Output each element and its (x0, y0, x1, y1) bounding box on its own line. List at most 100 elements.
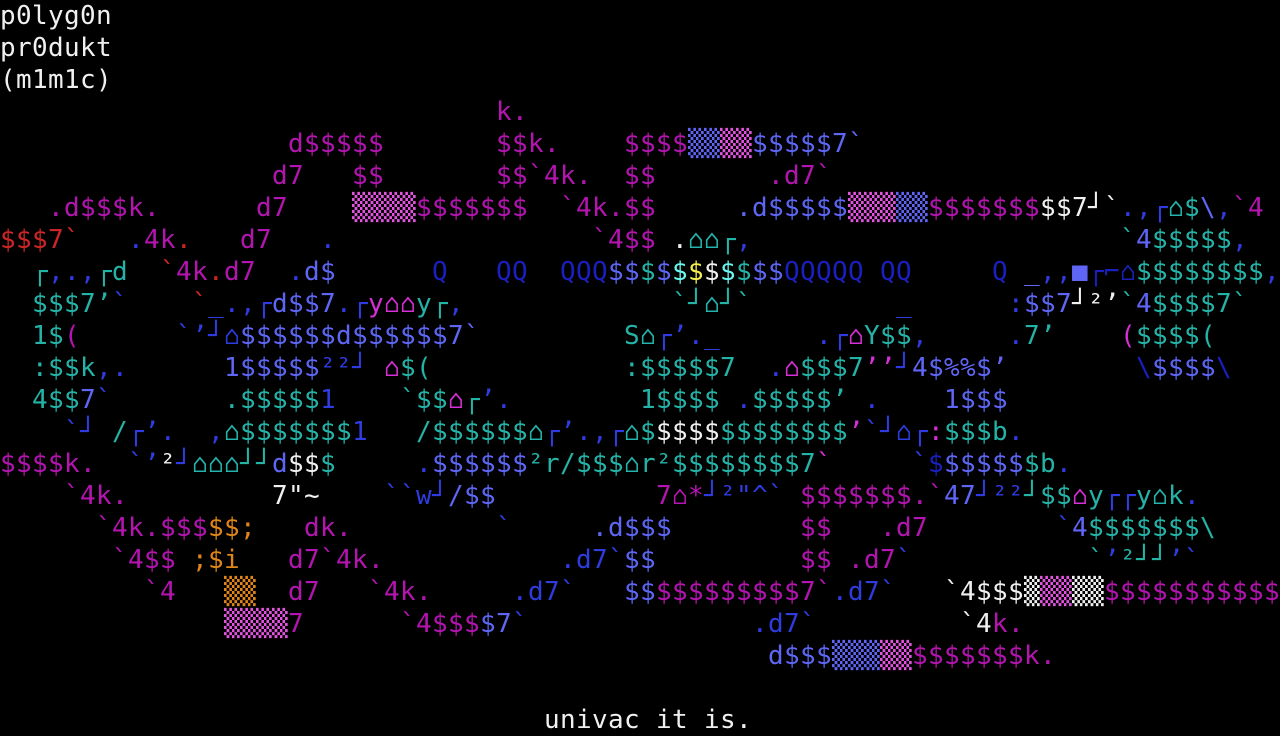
art-span: $$7 (1024, 289, 1073, 319)
art-span: ┌’._ (656, 321, 721, 351)
art-span: $$k. (496, 129, 561, 159)
art-span: \ (1136, 353, 1153, 383)
art-span: ⌂ (448, 385, 465, 415)
art-span: y (1088, 481, 1105, 511)
art-span: d7 (256, 193, 289, 223)
art-span: ┘ (176, 449, 193, 479)
art-span: $$$b (944, 417, 1009, 447)
art-span: $$ (624, 161, 657, 191)
art-span: $$$$ (656, 417, 721, 447)
art-span: ■ (1072, 257, 1089, 287)
art-span: ▒▒▒ (848, 193, 897, 223)
art-span: d7 (240, 225, 273, 255)
art-span: ` (496, 513, 513, 543)
art-span: ²r/$$$⌂r²$$$$$$$$7 (528, 449, 817, 479)
art-span: . (1056, 449, 1073, 479)
art-span: `4$$$▒ (944, 577, 1041, 607)
art-span: ┌d (96, 257, 129, 287)
art-span: $$; (208, 513, 257, 543)
art-span: $$$$$$$ (416, 193, 529, 223)
art-span: $$$$$$$\ (1088, 513, 1217, 543)
art-span: $$$$$$$$ (1136, 257, 1265, 287)
art-span: 4k (144, 225, 177, 255)
art-span: `$$ (400, 385, 449, 415)
art-span: ┘²"^` (704, 481, 785, 511)
art-span: ⌂⌂┌ (688, 225, 737, 255)
art-span: . (320, 225, 337, 255)
art-span: . (1184, 481, 1201, 511)
art-span: ┌ (464, 385, 481, 415)
art-span: $ (720, 257, 737, 287)
art-span: . (1008, 417, 1025, 447)
art-span: `’ (128, 449, 161, 479)
art-span: $$$7 (800, 353, 865, 383)
art-span: ⌂ (848, 321, 865, 351)
art-span: .,┌ (1120, 193, 1169, 223)
art-span: `4 (144, 577, 177, 607)
art-span: y⌂k (1136, 481, 1185, 511)
art-span: ( (1120, 321, 1137, 351)
art-span: `┘⌂┘` (672, 289, 753, 319)
art-span: . (416, 449, 433, 479)
art-span: . (128, 225, 145, 255)
art-span: ▒▒▒▒ (352, 193, 417, 223)
art-span: `4k.$$ (560, 193, 657, 223)
art-span: $$ (352, 161, 385, 191)
art-span: d$$$$$ (288, 129, 385, 159)
art-span: $ (656, 257, 673, 287)
art-span: .d7 (848, 545, 897, 575)
art-span: $$7┘` (1040, 193, 1121, 223)
art-span: .$$$$$ (224, 385, 321, 415)
art-span: 47 (944, 481, 977, 511)
art-span: : (928, 417, 945, 447)
art-span: `┘⌂┌ (864, 417, 929, 447)
art-span: / (112, 417, 129, 447)
art-span: d7`4k. (288, 545, 385, 575)
art-span: $$ (624, 545, 657, 575)
art-span: ┘$$ (1024, 481, 1073, 511)
art-span: 4$$ (32, 385, 81, 415)
art-span: `4$$$ (400, 609, 481, 639)
art-span: QQ (880, 257, 913, 287)
art-span: ▒▒ (1040, 577, 1073, 607)
art-span: $$$$$$$ (928, 193, 1041, 223)
art-span: ⌂$$$$$$$ (224, 417, 353, 447)
art-span: `4k. (96, 513, 161, 543)
art-span: , (1264, 257, 1280, 287)
art-span: 1$$$$ (640, 385, 721, 415)
art-span: $$`4k. (496, 161, 593, 191)
art-span: _ (1024, 257, 1041, 287)
art-span: ┌ (32, 257, 49, 287)
art-span: ;$i (192, 545, 241, 575)
art-span: ⌂ (784, 353, 801, 383)
art-span: $$$$$$$k. (912, 641, 1057, 671)
art-span: k. (496, 97, 529, 127)
art-span: .d7 (880, 513, 929, 543)
art-span: _ (896, 289, 913, 319)
art-span: ` (512, 609, 529, 639)
art-span: . (208, 257, 225, 287)
art-span: , (1232, 225, 1249, 255)
art-span: ’’ (864, 353, 897, 383)
art-span: $$$$$$ (432, 449, 529, 479)
art-span: ▒▒▒ (832, 641, 881, 671)
art-span: ` (1120, 289, 1137, 319)
art-span: `4k. (64, 481, 129, 511)
art-span: $ (704, 257, 721, 287)
art-span: ┘²’ (1072, 289, 1121, 319)
art-span: : (1008, 289, 1025, 319)
art-span: ┘ (896, 353, 913, 383)
art-span: $$$$ (1152, 353, 1217, 383)
art-span: Y$$ (864, 321, 913, 351)
art-span: 1 (320, 385, 337, 415)
art-span: $ (736, 257, 753, 287)
art-span: ` (896, 545, 913, 575)
art-span: ,. (96, 353, 129, 383)
art-span: ▒▒ (224, 577, 257, 607)
art-span: dk. (304, 513, 353, 543)
art-span: `4$$ (592, 225, 657, 255)
art-span: $$$$7` (1152, 289, 1249, 319)
art-span: ,, (1040, 257, 1073, 287)
art-span: $7 (480, 609, 513, 639)
art-span: _.,┌ (208, 289, 273, 319)
